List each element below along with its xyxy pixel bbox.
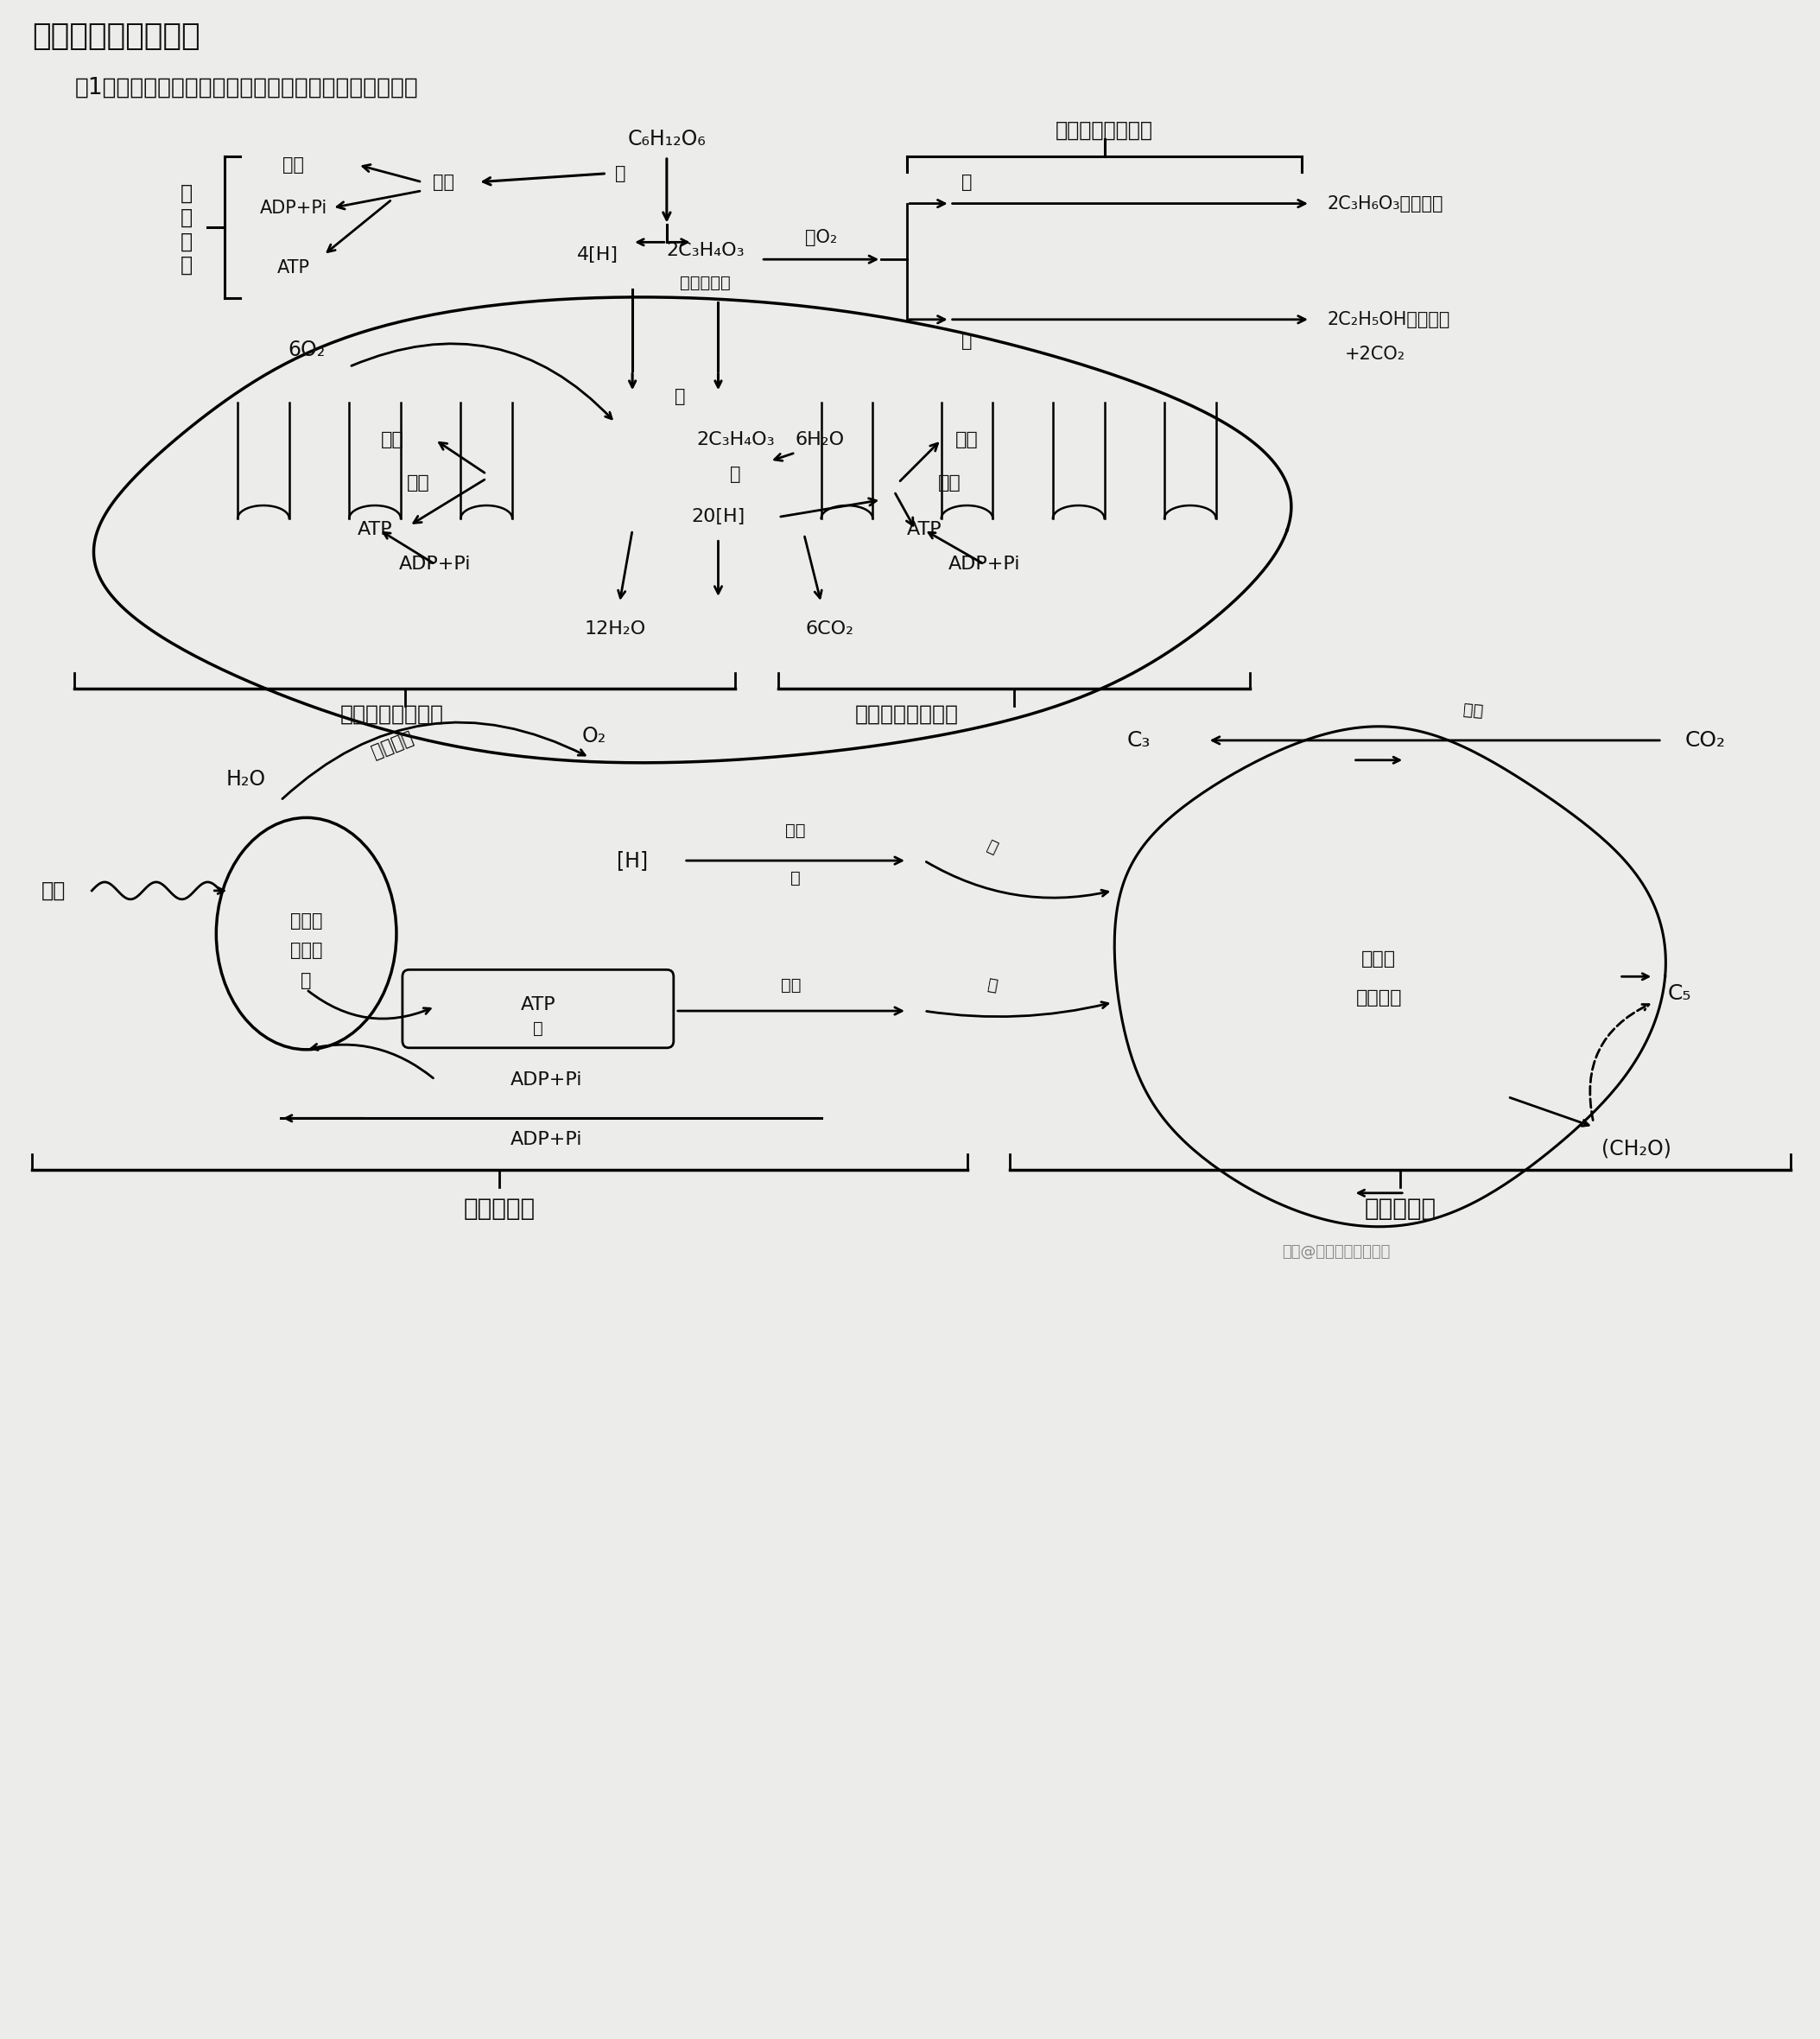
Text: 水的光解: 水的光解 [369, 728, 415, 761]
Text: C₆H₁₂O₆: C₆H₁₂O₆ [628, 128, 706, 149]
Text: 供能: 供能 [781, 977, 801, 993]
Text: ADP+Pi: ADP+Pi [948, 557, 1021, 573]
Text: （丙酮酸）: （丙酮酸） [681, 275, 730, 292]
Text: 有氧呼吸第二阶段: 有氧呼吸第二阶段 [855, 703, 959, 726]
Text: 热能: 热能 [282, 157, 304, 173]
Text: C₅: C₅ [1667, 983, 1691, 1003]
Text: 叶绿体: 叶绿体 [289, 911, 322, 930]
Text: 供氢: 供氢 [784, 822, 806, 838]
Text: 固定: 固定 [1463, 701, 1483, 720]
Text: （1）细胞呼吸和光合作用过程中的能量代谢与物质代谢: （1）细胞呼吸和光合作用过程中的能量代谢与物质代谢 [75, 75, 419, 98]
Text: ADP+Pi: ADP+Pi [511, 1132, 582, 1148]
Text: 6CO₂: 6CO₂ [806, 620, 854, 638]
Text: 能量: 能量 [939, 473, 961, 491]
Text: ADP+Pi: ADP+Pi [399, 557, 471, 573]
Text: 2C₃H₆O₃（乳酸）: 2C₃H₆O₃（乳酸） [1327, 196, 1443, 212]
Text: 12H₂O: 12H₂O [584, 620, 646, 638]
Text: 能量: 能量 [406, 473, 430, 491]
Text: C₃: C₃ [1127, 730, 1150, 750]
Text: 能量: 能量 [433, 173, 455, 192]
Text: 4[H]: 4[H] [577, 247, 619, 263]
Text: ATP: ATP [277, 259, 309, 277]
Text: 有氧呼吸第三阶段: 有氧呼吸第三阶段 [340, 703, 444, 726]
Text: ATP: ATP [906, 522, 941, 538]
Text: 6O₂: 6O₂ [288, 338, 326, 361]
Text: 还: 还 [985, 838, 1001, 856]
Text: 酶: 酶 [961, 332, 972, 349]
Text: 细胞呼吸与光合作用: 细胞呼吸与光合作用 [31, 20, 200, 51]
Text: 热能: 热能 [380, 430, 404, 449]
Text: O₂: O₂ [582, 726, 606, 746]
Text: ADP+Pi: ADP+Pi [260, 200, 328, 216]
Text: [H]: [H] [617, 850, 648, 871]
Text: 光反应阶段: 光反应阶段 [464, 1197, 535, 1221]
Text: 无氧呼吸第二阶段: 无氧呼吸第二阶段 [1056, 120, 1154, 141]
Text: 无O₂: 无O₂ [804, 228, 837, 247]
Text: 多种酶: 多种酶 [1361, 950, 1396, 969]
Text: 酶: 酶 [673, 387, 684, 406]
Text: (CH₂O): (CH₂O) [1602, 1138, 1671, 1158]
Text: 酶: 酶 [533, 1020, 542, 1036]
Text: ATP: ATP [357, 522, 393, 538]
Text: 6H₂O: 6H₂O [795, 430, 844, 449]
Text: 第
一
阶
段: 第 一 阶 段 [180, 184, 193, 275]
Text: 暗反应阶段: 暗反应阶段 [1365, 1197, 1436, 1221]
Text: 酶: 酶 [961, 173, 972, 192]
Text: 中的色: 中的色 [289, 942, 322, 960]
Text: 2C₃H₄O₃: 2C₃H₄O₃ [697, 430, 775, 449]
Text: 素: 素 [300, 973, 311, 989]
Text: ATP: ATP [521, 997, 555, 1013]
Text: 热能: 热能 [956, 430, 979, 449]
Text: 光能: 光能 [42, 881, 66, 901]
Text: +2CO₂: +2CO₂ [1345, 345, 1405, 363]
Text: 知乎@最最优秀少先队员: 知乎@最最优秀少先队员 [1281, 1244, 1390, 1260]
FancyBboxPatch shape [402, 971, 673, 1048]
Text: 酶: 酶 [615, 165, 626, 181]
Text: 酶: 酶 [730, 465, 741, 483]
Text: 20[H]: 20[H] [692, 508, 744, 526]
Text: 参加催化: 参加催化 [1356, 989, 1401, 1007]
Text: ADP+Pi: ADP+Pi [511, 1070, 582, 1089]
Text: 2C₃H₄O₃: 2C₃H₄O₃ [666, 243, 744, 259]
Text: 原: 原 [986, 977, 999, 995]
Text: 酶: 酶 [790, 869, 801, 887]
Text: H₂O: H₂O [226, 769, 266, 789]
Text: 2C₂H₅OH（酒精）: 2C₂H₅OH（酒精） [1327, 310, 1451, 328]
Text: CO₂: CO₂ [1685, 730, 1725, 750]
